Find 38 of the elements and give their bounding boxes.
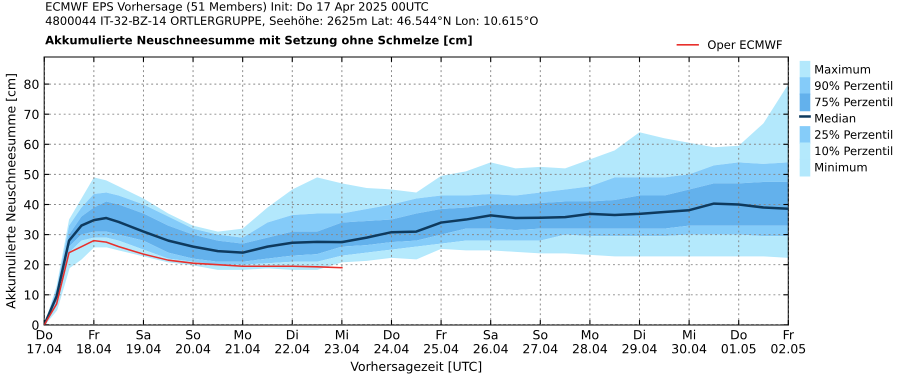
- x-tick-label: Mi 23.04: [324, 330, 360, 354]
- y-tick-label: 10: [24, 290, 39, 300]
- y-tick-label: 70: [24, 110, 39, 120]
- legend-label: 25% Perzentil: [815, 130, 892, 139]
- legend-label: Oper ECMWF: [708, 40, 782, 52]
- legend-label: 90% Perzentil: [814, 81, 892, 90]
- y-tick-label: 30: [24, 230, 39, 240]
- x-tick-label: Mo 28.04: [572, 330, 608, 354]
- x-tick-label: Do 24.04: [374, 330, 409, 354]
- legend-label: 75% Perzentil: [815, 97, 892, 106]
- x-tick-label: Sa 26.04: [474, 330, 508, 354]
- x-tick-label: Fr 25.04: [424, 330, 458, 354]
- x-tick-label: Di 29.04: [622, 330, 657, 354]
- y-tick-label: 40: [24, 200, 39, 210]
- x-tick-label: Do 01.05: [722, 330, 756, 354]
- chart-subtitle: ECMWF EPS Vorhersage (51 Members) Init: Do 17 Apr 2025 00UTC 4800044 IT-32-BZ-14 ORTLERGRUPPE, Seehöhe: 2625m Lat: 46.544°N Lon: 10.615°O: [46, 2, 538, 26]
- legend-label: Median: [815, 114, 856, 123]
- y-tick-label: 0: [32, 320, 39, 330]
- y-tick-label: 80: [24, 80, 39, 90]
- x-tick-label: Sa 19.04: [126, 330, 161, 354]
- x-tick-label: Di 22.04: [275, 330, 310, 354]
- y-tick-label: 50: [24, 170, 39, 180]
- y-tick-label: 20: [24, 260, 39, 270]
- chart-title: Akkumulierte Neuschneesumme mit Setzung ohne Schmelze [cm]: [45, 35, 472, 47]
- x-tick-label: So 20.04: [176, 330, 210, 354]
- y-tick-label: 60: [24, 140, 39, 150]
- x-tick-label: Mo 21.04: [226, 330, 260, 354]
- line-series: [44, 240, 343, 325]
- legend-label: Minimum: [815, 162, 867, 172]
- legend-label: Maximum: [815, 64, 870, 74]
- x-axis-title: Vorhersagezeit [UTC]: [350, 361, 482, 374]
- legend-label: 10% Perzentil: [815, 146, 892, 156]
- x-tick-label: So 27.04: [523, 330, 558, 354]
- x-tick-label: Fr 18.04: [77, 330, 112, 354]
- x-tick-label: Fr 02.05: [771, 330, 806, 354]
- y-axis-title: Akkumulierte Neuschneesumme [cm]: [6, 74, 17, 309]
- x-tick-label: Do 17.04: [28, 330, 62, 354]
- x-tick-label: Mi 30.04: [672, 330, 706, 354]
